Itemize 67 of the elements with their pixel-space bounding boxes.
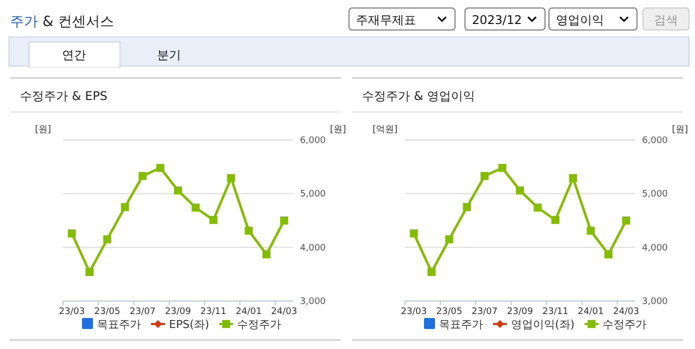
y2-axis-title: [원] xyxy=(672,125,688,135)
x-tick-label: 23/09 xyxy=(507,307,534,317)
point xyxy=(138,172,147,180)
x-tick-label: 23/07 xyxy=(472,307,498,317)
x-tick-label: 23/07 xyxy=(130,307,156,317)
legend-label: 수정주가 xyxy=(237,318,282,331)
x-tick-label: 23/05 xyxy=(94,307,120,317)
legend-label: 목표주가 xyxy=(439,318,483,331)
y2-tick-label: 3,000 xyxy=(642,297,668,307)
x-tick-label: 23/11 xyxy=(542,307,568,317)
text: 연간 xyxy=(62,48,86,62)
point xyxy=(280,216,288,224)
point xyxy=(551,216,560,224)
x-tick-label: 23/03 xyxy=(58,307,85,317)
legend-label: EPS(좌) xyxy=(169,318,210,331)
point xyxy=(244,226,253,235)
point xyxy=(586,226,595,235)
y2-tick-label: 5,000 xyxy=(642,190,668,200)
point xyxy=(68,229,76,238)
legend-label: 영업이익(좌) xyxy=(511,318,575,331)
y-axis-title: [원] xyxy=(34,125,52,135)
x-tick-label: 24/03 xyxy=(613,307,640,317)
y-axis-title: [억원] xyxy=(372,125,398,135)
x-tick-label: 24/01 xyxy=(236,307,262,317)
x-tick-label: 23/03 xyxy=(400,307,427,317)
point xyxy=(445,235,454,244)
x-tick-label: 24/01 xyxy=(578,307,604,317)
point xyxy=(174,186,182,194)
point xyxy=(498,164,506,172)
y2-tick-label: 6,000 xyxy=(642,136,668,146)
point xyxy=(103,235,112,244)
point xyxy=(534,204,542,212)
y2-tick-label: 4,000 xyxy=(642,243,668,254)
point xyxy=(604,250,612,258)
text: 분기 xyxy=(157,48,181,62)
legend-label: 목표주가 xyxy=(97,318,141,331)
chart-title: 수정주가 & 영업이익 xyxy=(362,89,475,103)
point xyxy=(120,203,129,212)
x-tick-label: 23/05 xyxy=(436,307,462,317)
point xyxy=(227,174,236,182)
chart-title: 수정주가 & EPS xyxy=(20,89,108,103)
point xyxy=(480,172,489,180)
x-tick-label: 24/03 xyxy=(271,307,298,317)
y2-tick-label: 4,000 xyxy=(300,243,326,254)
point xyxy=(156,164,164,172)
point xyxy=(569,174,578,182)
point xyxy=(86,268,94,276)
text: 주가 & 컨센서스 xyxy=(10,14,114,30)
point xyxy=(410,229,418,238)
select: 영업이익 xyxy=(548,8,638,30)
text: 검색 xyxy=(654,13,678,27)
select: 2023/12 xyxy=(464,8,546,30)
point xyxy=(192,204,200,212)
point xyxy=(262,250,270,258)
y2-tick-label: 3,000 xyxy=(300,297,326,307)
point xyxy=(209,216,218,224)
x-tick-label: 23/09 xyxy=(165,307,192,317)
point xyxy=(622,216,630,224)
legend-label: 수정주가 xyxy=(602,318,647,331)
select: 주재무제표 xyxy=(348,8,456,30)
point xyxy=(428,268,436,276)
x-tick-label: 23/11 xyxy=(200,307,226,317)
y2-tick-label: 6,000 xyxy=(300,136,326,146)
y2-tick-label: 5,000 xyxy=(300,190,326,200)
point xyxy=(516,186,524,194)
point xyxy=(462,203,471,212)
y2-axis-title: [원] xyxy=(330,125,346,135)
